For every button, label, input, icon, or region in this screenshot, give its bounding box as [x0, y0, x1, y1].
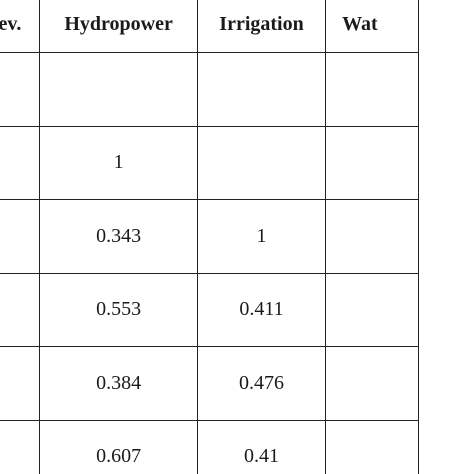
table-cell	[0, 52, 41, 127]
table-row	[0, 52, 419, 127]
table-cell	[0, 272, 41, 347]
header-water: Wat	[325, 0, 419, 53]
table-cell	[0, 125, 41, 200]
table-cell	[0, 346, 41, 421]
table-cell: 0.41	[196, 419, 327, 474]
correlation-table: Dev. Hydropower Irrigation Wat 1 0.3	[0, 0, 419, 474]
table-cell: 0.476	[196, 346, 327, 421]
table-row: 0.553 0.411	[0, 272, 419, 347]
table-cell	[325, 199, 419, 274]
table-cell	[325, 52, 419, 127]
table-cell	[196, 52, 327, 127]
table-cell	[0, 199, 41, 274]
table-cell: 1	[196, 199, 327, 274]
table-cell	[325, 346, 419, 421]
table-cell: 0.553	[39, 272, 198, 347]
table-cell	[196, 125, 327, 200]
header-irrigation: Irrigation	[196, 0, 327, 53]
table-row: 1	[0, 125, 419, 200]
header-row: Dev. Hydropower Irrigation Wat	[0, 0, 419, 53]
table-cell: 0.411	[196, 272, 327, 347]
header-hydropower: Hydropower	[39, 0, 198, 53]
table-cell	[325, 272, 419, 347]
header-std-dev: Dev.	[0, 0, 41, 53]
table-row: 0.343 1	[0, 199, 419, 274]
table-row: 0.384 0.476	[0, 346, 419, 421]
table-row: 0.607 0.41	[0, 419, 419, 474]
table-cell: 0.343	[39, 199, 198, 274]
table-cell	[39, 52, 198, 127]
table-cell: 0.607	[39, 419, 198, 474]
table-cell: 0.384	[39, 346, 198, 421]
table-cell: 1	[39, 125, 198, 200]
table-cell	[325, 125, 419, 200]
table-cell	[325, 419, 419, 474]
table-cell	[0, 419, 41, 474]
